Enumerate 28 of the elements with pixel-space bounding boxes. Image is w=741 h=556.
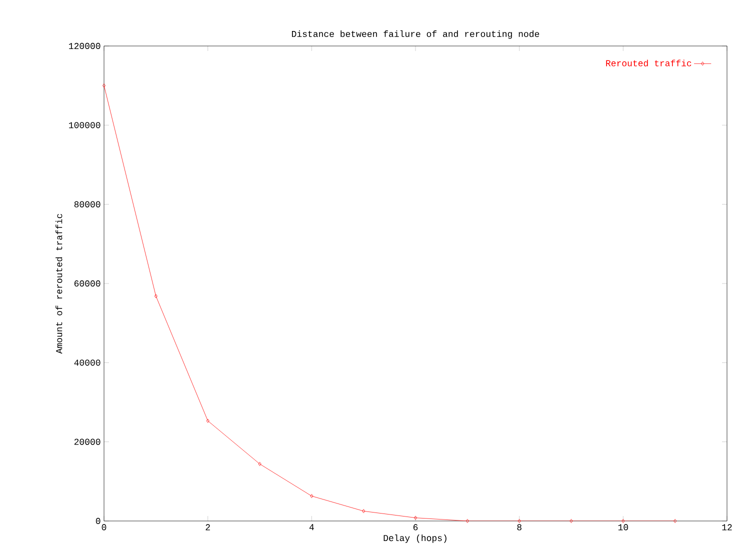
point	[414, 516, 418, 520]
x-tick-label: 8	[517, 524, 522, 530]
point	[570, 518, 573, 523]
legend-label: Rerouted traffic	[606, 60, 692, 66]
y-tick-label: 120000	[69, 42, 100, 50]
y-tick-label: 100000	[69, 122, 100, 128]
x-tick-label: 4	[309, 524, 314, 530]
point	[154, 294, 158, 298]
x-axis-title: Delay (hops)	[384, 534, 446, 543]
point	[310, 494, 314, 498]
x-tick-label: 2	[206, 524, 210, 530]
point	[258, 462, 262, 466]
point	[518, 518, 521, 523]
y-tick-label: 0	[96, 518, 100, 524]
point	[206, 418, 210, 423]
x-tick-label: 12	[722, 524, 732, 530]
y-tick-label: 20000	[74, 438, 100, 445]
y-tick-label: 60000	[74, 280, 100, 287]
x-tick-label: 6	[413, 524, 418, 530]
y-tick-label: 40000	[74, 360, 100, 366]
chart-title: Distance between failure of and rerouting node	[292, 30, 540, 39]
y-tick-label: 80000	[74, 201, 100, 208]
y-axis-title: Amount of rerouted traffic	[56, 214, 62, 354]
point	[622, 518, 625, 523]
x-tick-label: 10	[618, 524, 628, 530]
point	[362, 509, 366, 514]
point	[466, 518, 469, 523]
x-tick-label: 0	[102, 524, 106, 530]
